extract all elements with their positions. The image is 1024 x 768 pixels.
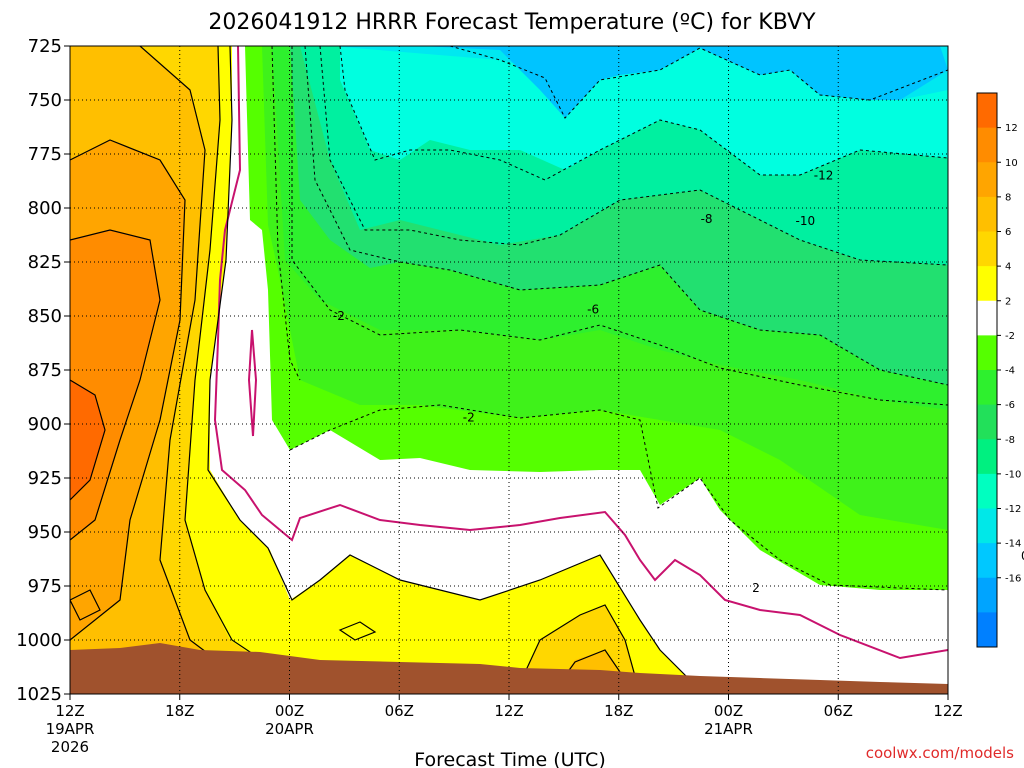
colorbar-swatch [977, 266, 997, 302]
grid-lines [70, 46, 948, 694]
colorbar: 12 10 8 6 4 2 -2 -4 -6 -8 -10 -12 -14 -16 [976, 92, 1021, 648]
solid-contours [70, 46, 701, 694]
colorbar-swatch [977, 196, 997, 232]
region-plus-12 [70, 380, 105, 500]
contour-label: -2 [463, 411, 475, 425]
region-plus-4 [70, 46, 640, 694]
colorbar-tick-label: 10 [1005, 158, 1018, 169]
colorbar-tick-label: 6 [1005, 227, 1011, 238]
y-tick-label: 925 [28, 468, 62, 489]
y-tick-label: 725 [28, 36, 62, 57]
colorbar-swatch [977, 612, 997, 648]
colorbar-swatch [977, 473, 997, 509]
colorbar-tick-label: 2 [1005, 296, 1011, 307]
contour-label: -2 [333, 309, 345, 323]
region-near-zero [70, 46, 948, 694]
colorbar-swatch [977, 300, 997, 336]
x-tick-label: 06Z [824, 702, 853, 720]
contour-label: 0 [1021, 549, 1024, 563]
x-tick-label: 18Z [165, 702, 194, 720]
colorbar-swatch [977, 127, 997, 163]
colorbar-tick-label: -6 [1005, 400, 1015, 411]
x-tick-date: 19APR [46, 720, 95, 738]
colorbar-swatch [977, 404, 997, 440]
contour-labels: -14 -12 -12 -10 -10 -8 -8 -6 -6 -4 -2 -2 2 0 [333, 169, 1024, 596]
colorbar-swatch [977, 370, 997, 406]
colorbar-tick-label: -2 [1005, 331, 1015, 342]
contour-label: -12 [814, 169, 834, 183]
x-tick-label: 00Z [275, 702, 304, 720]
y-tick-label: 825 [28, 252, 62, 273]
credit-text: coolwx.com/models [866, 744, 1014, 762]
x-tick-label: 18Z [604, 702, 633, 720]
x-tick-year: 2026 [51, 738, 89, 756]
colorbar-tick-label: -12 [1005, 504, 1021, 515]
y-tick-label: 800 [28, 198, 62, 219]
colorbar-swatch [977, 508, 997, 544]
contour-label: -8 [701, 212, 713, 226]
colorbar-swatch [977, 439, 997, 475]
x-tick-label: 12Z [55, 702, 84, 720]
chart-title: 2026041912 HRRR Forecast Temperature (ºC… [208, 10, 816, 35]
x-tick-label: 00Z [714, 702, 743, 720]
colorbar-swatch [977, 231, 997, 267]
x-tick-date: 20APR [265, 720, 314, 738]
x-axis-label: Forecast Time (UTC) [414, 749, 605, 768]
zero-isotherm-island [247, 329, 258, 437]
colorbar-tick-label: 4 [1005, 262, 1011, 273]
region-minus-14 [420, 46, 948, 118]
contour-label: -10 [796, 214, 816, 228]
x-tick-label: 12Z [933, 702, 962, 720]
colorbar-tick-label: 8 [1005, 192, 1011, 203]
colorbar-swatch [977, 577, 997, 613]
zero-isotherm-line [213, 46, 948, 660]
colorbar-swatch [977, 93, 997, 129]
colorbar-tick-label: -14 [1005, 539, 1021, 550]
colorbar-tick-label: -10 [1005, 469, 1021, 480]
colorbar-tick-label: -4 [1005, 366, 1015, 377]
x-tick-date: 21APR [704, 720, 753, 738]
colorbar-tick-label: -8 [1005, 435, 1015, 446]
y-tick-label: 1025 [16, 684, 62, 705]
colorbar-swatch [977, 335, 997, 371]
y-tick-label: 950 [28, 522, 62, 543]
contour-label: 2 [752, 581, 760, 595]
colorbar-tick-label: -16 [1005, 573, 1021, 584]
colorbar-tick-label: 12 [1005, 123, 1018, 134]
y-tick-label: 875 [28, 360, 62, 381]
x-tick-label: 12Z [494, 702, 523, 720]
y-axis: 725 750 775 800 825 850 875 900 925 950 975 1000 102… [16, 36, 70, 705]
y-tick-label: 775 [28, 144, 62, 165]
y-tick-label: 750 [28, 90, 62, 111]
x-tick-label: 06Z [385, 702, 414, 720]
colorbar-swatch [977, 543, 997, 579]
y-tick-label: 900 [28, 414, 62, 435]
y-tick-label: 850 [28, 306, 62, 327]
y-tick-label: 975 [28, 576, 62, 597]
contour-label: -6 [587, 303, 599, 317]
y-tick-label: 1000 [16, 630, 62, 651]
colorbar-swatch [977, 162, 997, 198]
ground-terrain [70, 643, 948, 694]
